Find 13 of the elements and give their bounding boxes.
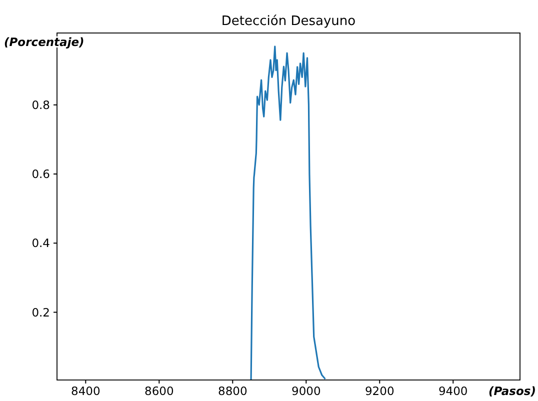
y-tick-label: 0.8 bbox=[32, 98, 50, 112]
x-axis-title: (Pasos) bbox=[488, 384, 536, 398]
line-series bbox=[250, 46, 326, 380]
y-tick-label: 0.4 bbox=[32, 236, 50, 250]
x-tick-label: 9400 bbox=[438, 384, 468, 398]
x-tick-label: 8800 bbox=[218, 384, 248, 398]
x-tick-label: 9200 bbox=[364, 384, 394, 398]
y-tick-label: 0.6 bbox=[32, 167, 50, 182]
x-tick-label: 8400 bbox=[71, 384, 100, 398]
chart-title: Detección Desayuno bbox=[221, 14, 356, 29]
x-tick-label: 8600 bbox=[144, 384, 174, 398]
y-tick-label: 0.2 bbox=[32, 305, 50, 320]
x-tick-label: 9000 bbox=[291, 384, 321, 398]
